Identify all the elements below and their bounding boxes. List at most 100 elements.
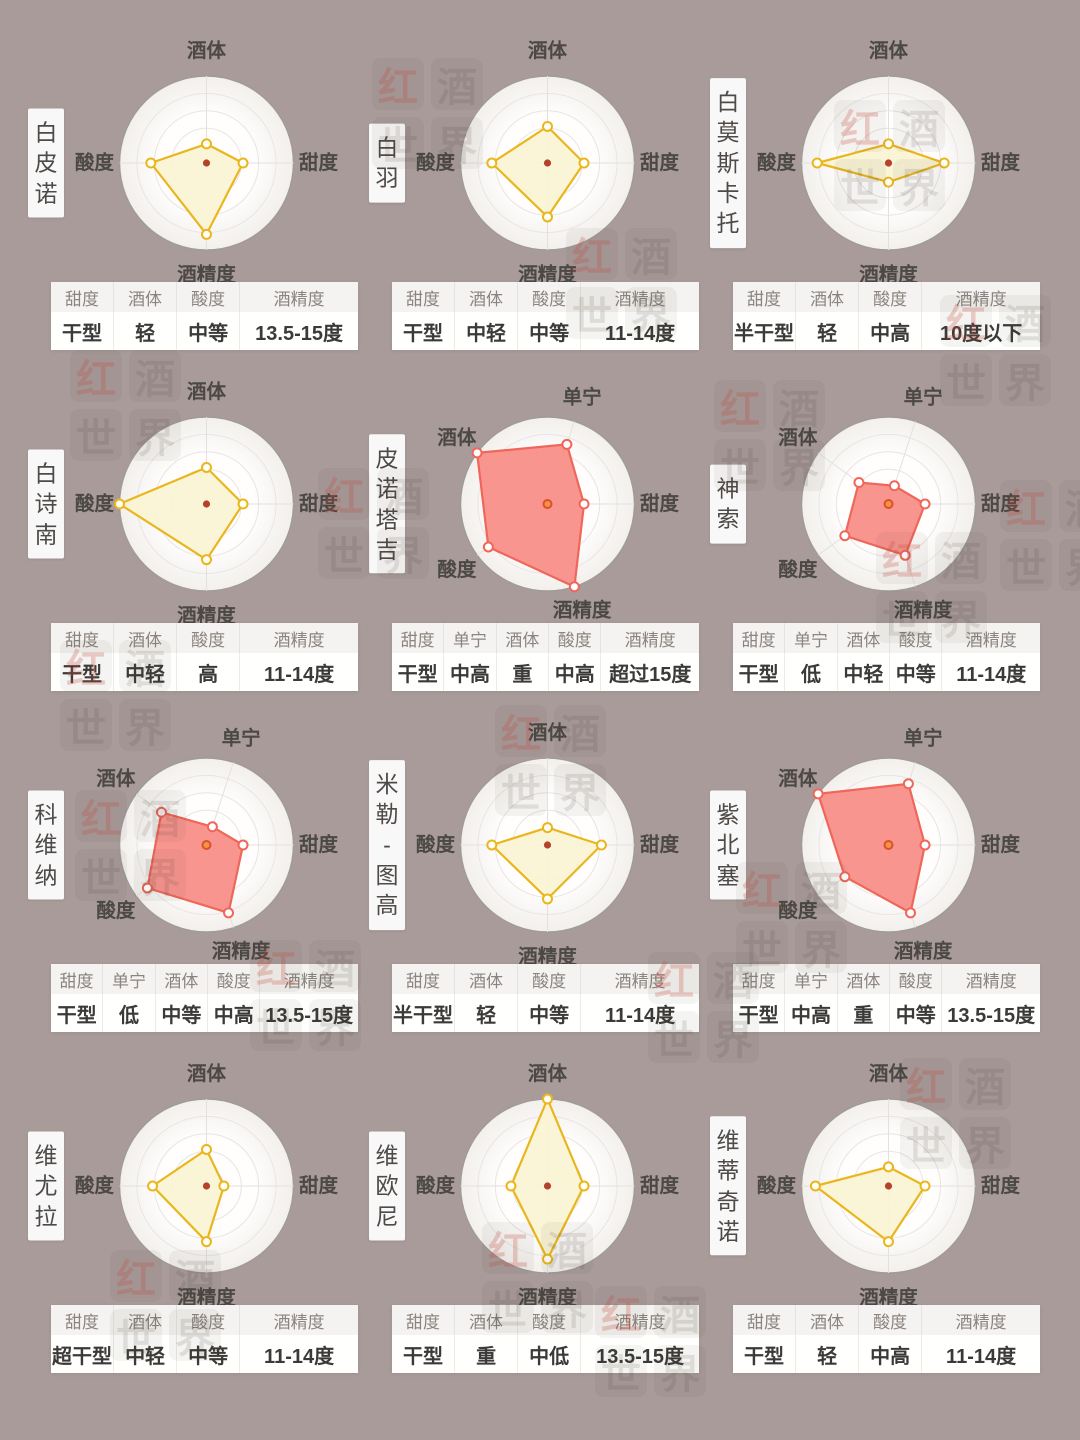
table-header-cell: 酒体 xyxy=(795,1305,858,1335)
radar-vertex xyxy=(595,839,607,851)
axis-label: 酒体 xyxy=(869,1062,909,1085)
table-value-cell: 13.5-15度 xyxy=(239,312,358,350)
table-header-cell: 酸度 xyxy=(858,282,921,312)
table-header-cell: 酒体 xyxy=(154,964,207,994)
radar-vertex xyxy=(237,839,249,851)
table-header-cell: 酸度 xyxy=(889,964,941,994)
wine-name-char: 蒂 xyxy=(716,1157,740,1184)
table-value-cell: 中轻 xyxy=(454,312,517,350)
table-value-cell: 中高 xyxy=(784,994,836,1032)
table-value-cell: 重 xyxy=(454,1335,517,1373)
table-header-cell: 酒精度 xyxy=(941,623,1040,653)
table-value-cell: 干型 xyxy=(403,322,444,345)
wine-name-char: 卡 xyxy=(716,180,740,207)
axis-label: 甜度 xyxy=(640,1174,680,1197)
radar-center-dot xyxy=(884,159,893,167)
wine-name-label: 维蒂奇诺 xyxy=(710,1116,746,1256)
table-header-cell: 甜度 xyxy=(65,630,100,650)
table-value-cell: 干型 xyxy=(56,1004,97,1027)
wine-name-label: 白诗南 xyxy=(28,449,64,559)
table-header-cell: 甜度 xyxy=(400,630,435,650)
radar-vertex xyxy=(201,461,212,473)
radar-vertex xyxy=(883,138,894,150)
axis-label: 酸度 xyxy=(437,558,477,581)
radar-vertex xyxy=(888,480,900,492)
axis-label: 酒精度 xyxy=(212,940,271,963)
radar-center-dot xyxy=(884,1182,893,1190)
axis-label: 酒精度 xyxy=(859,263,918,286)
table-header-row: 甜度 单宁 酒体 酸度 酒精度 xyxy=(51,964,358,994)
radar-vertex xyxy=(114,498,125,510)
radar-vertex xyxy=(486,839,498,851)
radar-vertex xyxy=(482,541,494,553)
wine-name-label: 皮诺塔吉 xyxy=(369,434,405,574)
axis-label: 甜度 xyxy=(640,833,680,856)
table-value-cell: 干型 xyxy=(403,1345,444,1368)
radar-vertex xyxy=(201,1236,212,1248)
axis-label: 单宁 xyxy=(904,386,943,409)
wine-name-char: 诺 xyxy=(375,475,399,502)
radar-center-dot xyxy=(543,159,552,167)
wine-name-char: 维 xyxy=(716,1127,740,1154)
radar-vertex xyxy=(505,1180,517,1192)
axis-label: 酸度 xyxy=(75,492,115,515)
radar-center-dot xyxy=(202,159,211,167)
radar-vertex xyxy=(218,1180,230,1192)
axis-label: 酒精度 xyxy=(518,1286,577,1309)
table-value-cell: 重 xyxy=(495,653,548,691)
table-value-cell: 中等 xyxy=(889,653,941,691)
wine-name-char: 白 xyxy=(34,460,58,487)
wine-name-char: 白 xyxy=(34,119,58,146)
axis-label: 酒精度 xyxy=(894,940,953,963)
axis-label: 甜度 xyxy=(299,833,339,856)
table-header-cell: 酒精度 xyxy=(259,964,358,994)
table-value-cell: 11-14度 xyxy=(239,653,358,691)
radar-vertex xyxy=(839,530,851,542)
table-header-cell: 单宁 xyxy=(102,964,154,994)
attributes-table: 甜度 酒体 酸度 酒精度 半干型轻中高 10度以下 xyxy=(733,282,1040,350)
wine-card: 白莫斯卡托酒体 甜度 酒精度 酸度 甜度 酒体 酸度 酒精度 半干型轻中高 10度以下 xyxy=(710,30,1059,371)
table-header-cell: 酒体 xyxy=(454,1305,517,1335)
axis-label: 酸度 xyxy=(757,151,797,174)
radar-vertex xyxy=(811,157,823,169)
radar-vertex xyxy=(883,1236,894,1248)
wine-name-label: 维尤拉 xyxy=(28,1131,64,1241)
table-value-cell: 低 xyxy=(784,653,836,691)
wine-name-label: 白莫斯卡托 xyxy=(710,78,746,248)
table-value-cell: 轻 xyxy=(795,1335,858,1373)
table-header-cell: 甜度 xyxy=(747,1312,782,1332)
table-header-row: 甜度 酒体 酸度 酒精度 xyxy=(733,1305,1040,1335)
table-header-cell: 酸度 xyxy=(548,623,600,653)
radar-vertex xyxy=(905,907,917,919)
table-value-row: 干型 中高重中等 13.5-15度 xyxy=(733,994,1040,1032)
radar-vertex xyxy=(561,438,573,450)
radar-center-dot xyxy=(202,1182,211,1190)
axis-label: 酒体 xyxy=(96,767,136,790)
axis-label: 酒体 xyxy=(528,39,568,62)
attributes-table: 甜度 酒体 酸度 酒精度 干型轻中等 13.5-15度 xyxy=(51,282,358,350)
wine-card: 白羽酒体 甜度 酒精度 酸度 甜度 酒体 酸度 酒精度 干型 中轻 中等 11-14度 xyxy=(369,30,718,371)
table-header-cell: 甜度 xyxy=(741,971,776,991)
radar-vertex xyxy=(206,821,218,833)
wine-card: 紫北塞单宁 甜度 酒精度 酸度 酒体 甜度 单宁 酒体 酸度 酒精度 干型 中高重中等 13.5-15度 xyxy=(710,712,1059,1053)
radar-polygon xyxy=(475,443,586,588)
table-value-cell: 高 xyxy=(176,653,239,691)
axis-label: 酸度 xyxy=(416,151,456,174)
radar-vertex xyxy=(201,554,212,566)
wine-name-char: - xyxy=(383,831,391,858)
table-value-cell: 11-14度 xyxy=(580,312,699,350)
axis-label: 酒体 xyxy=(869,39,909,62)
wine-name-label: 神索 xyxy=(710,464,746,544)
table-value-cell: 13.5-15度 xyxy=(259,994,358,1032)
table-header-cell: 酒精度 xyxy=(239,1305,358,1335)
wine-name-label: 维欧尼 xyxy=(369,1131,405,1241)
axis-label: 酒体 xyxy=(187,1062,227,1085)
radar-vertex xyxy=(809,1180,821,1192)
axis-label: 酸度 xyxy=(96,899,136,922)
table-value-cell: 干型 xyxy=(744,1345,785,1368)
